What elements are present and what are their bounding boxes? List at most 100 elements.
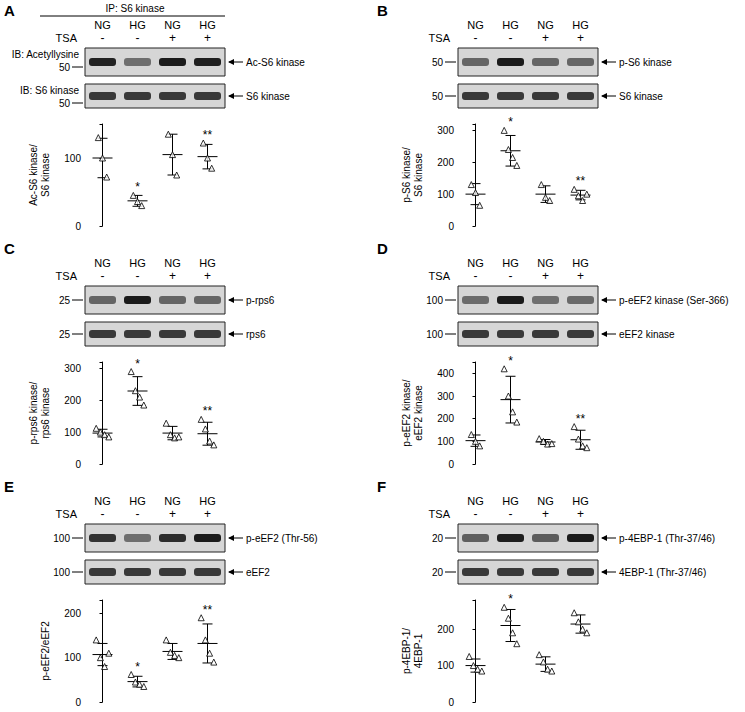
svg-text:100: 100 bbox=[426, 295, 443, 306]
svg-text:HG: HG bbox=[129, 19, 146, 31]
svg-text:+: + bbox=[542, 269, 549, 283]
svg-text:+: + bbox=[169, 269, 176, 283]
svg-text:100: 100 bbox=[53, 533, 70, 544]
svg-text:-: - bbox=[509, 31, 513, 45]
svg-text:NG: NG bbox=[164, 19, 181, 31]
svg-text:NG: NG bbox=[94, 19, 111, 31]
svg-text:+: + bbox=[169, 507, 176, 521]
svg-text:eEF2 kinase: eEF2 kinase bbox=[619, 329, 675, 340]
svg-text:+: + bbox=[577, 269, 584, 283]
svg-text:NG: NG bbox=[94, 495, 111, 507]
svg-text:p-eEF2/eEF2: p-eEF2/eEF2 bbox=[40, 621, 51, 681]
svg-text:-: - bbox=[136, 269, 140, 283]
svg-text:TSA: TSA bbox=[429, 508, 451, 520]
svg-text:TSA: TSA bbox=[56, 270, 78, 282]
svg-text:TSA: TSA bbox=[56, 508, 78, 520]
svg-text:-: - bbox=[101, 507, 105, 521]
svg-text:100: 100 bbox=[426, 329, 443, 340]
svg-text:C: C bbox=[4, 240, 15, 257]
svg-text:-: - bbox=[136, 507, 140, 521]
svg-text:p-rps6: p-rps6 bbox=[246, 295, 275, 306]
svg-text:+: + bbox=[169, 31, 176, 45]
svg-text:100: 100 bbox=[64, 153, 81, 164]
svg-text:p-4EBP-1/: p-4EBP-1/ bbox=[401, 628, 412, 674]
svg-text:0: 0 bbox=[75, 221, 81, 232]
svg-text:-: - bbox=[136, 31, 140, 45]
svg-text:300: 300 bbox=[437, 391, 454, 402]
svg-text:HG: HG bbox=[199, 495, 216, 507]
svg-text:HG: HG bbox=[572, 19, 589, 31]
svg-text:eEF2: eEF2 bbox=[246, 567, 270, 578]
svg-text:300: 300 bbox=[64, 363, 81, 374]
svg-text:IP: S6 kinase: IP: S6 kinase bbox=[106, 3, 165, 14]
svg-text:-: - bbox=[474, 31, 478, 45]
svg-text:Ac-S6 kinase/: Ac-S6 kinase/ bbox=[28, 144, 39, 206]
svg-text:p-rps6 kinase/: p-rps6 kinase/ bbox=[28, 381, 39, 444]
svg-text:A: A bbox=[4, 2, 15, 19]
svg-text:*: * bbox=[508, 592, 513, 606]
svg-text:HG: HG bbox=[572, 257, 589, 269]
svg-text:-: - bbox=[474, 507, 478, 521]
svg-text:+: + bbox=[542, 31, 549, 45]
svg-text:**: ** bbox=[203, 128, 213, 142]
svg-text:S6 kinase: S6 kinase bbox=[246, 91, 290, 102]
svg-text:25: 25 bbox=[59, 295, 71, 306]
svg-text:**: ** bbox=[576, 174, 586, 188]
svg-text:HG: HG bbox=[129, 495, 146, 507]
svg-text:200: 200 bbox=[64, 395, 81, 406]
svg-text:HG: HG bbox=[572, 495, 589, 507]
svg-text:HG: HG bbox=[502, 495, 519, 507]
svg-text:NG: NG bbox=[537, 19, 554, 31]
svg-text:50: 50 bbox=[59, 98, 71, 109]
svg-text:HG: HG bbox=[502, 257, 519, 269]
svg-text:+: + bbox=[204, 507, 211, 521]
svg-text:+: + bbox=[204, 269, 211, 283]
svg-text:50: 50 bbox=[432, 91, 444, 102]
svg-text:NG: NG bbox=[94, 257, 111, 269]
svg-text:eEF2 kinase: eEF2 kinase bbox=[413, 385, 424, 441]
svg-text:S6 kinase: S6 kinase bbox=[40, 153, 51, 197]
svg-text:20: 20 bbox=[432, 533, 444, 544]
svg-text:IB: Acetyllysine: IB: Acetyllysine bbox=[12, 49, 80, 60]
svg-text:TSA: TSA bbox=[429, 32, 451, 44]
svg-text:HG: HG bbox=[199, 257, 216, 269]
svg-text:p-eEF2 kinase/: p-eEF2 kinase/ bbox=[401, 379, 412, 446]
svg-text:Ac-S6 kinase: Ac-S6 kinase bbox=[246, 57, 305, 68]
svg-text:0: 0 bbox=[75, 459, 81, 470]
svg-text:NG: NG bbox=[467, 257, 484, 269]
svg-text:0: 0 bbox=[75, 697, 81, 708]
svg-text:25: 25 bbox=[59, 329, 71, 340]
svg-text:200: 200 bbox=[437, 157, 454, 168]
svg-text:+: + bbox=[577, 507, 584, 521]
svg-text:-: - bbox=[509, 269, 513, 283]
svg-text:NG: NG bbox=[537, 257, 554, 269]
svg-text:20: 20 bbox=[432, 567, 444, 578]
svg-text:100: 100 bbox=[64, 427, 81, 438]
svg-text:B: B bbox=[377, 2, 388, 19]
svg-text:50: 50 bbox=[59, 62, 71, 73]
svg-text:**: ** bbox=[576, 412, 586, 426]
svg-text:NG: NG bbox=[537, 495, 554, 507]
svg-text:S6 kinase: S6 kinase bbox=[413, 153, 424, 197]
svg-text:D: D bbox=[377, 240, 388, 257]
svg-text:+: + bbox=[204, 31, 211, 45]
svg-text:HG: HG bbox=[199, 19, 216, 31]
svg-text:50: 50 bbox=[432, 57, 444, 68]
svg-text:p-S6 kinase: p-S6 kinase bbox=[619, 57, 672, 68]
svg-text:100: 100 bbox=[437, 436, 454, 447]
svg-text:IB: S6 kinase: IB: S6 kinase bbox=[20, 85, 79, 96]
svg-text:100: 100 bbox=[437, 660, 454, 671]
svg-text:p-eEF2 kinase (Ser-366): p-eEF2 kinase (Ser-366) bbox=[619, 295, 729, 306]
svg-text:200: 200 bbox=[437, 413, 454, 424]
svg-text:p-S6 kinase/: p-S6 kinase/ bbox=[401, 147, 412, 203]
svg-text:HG: HG bbox=[502, 19, 519, 31]
svg-text:100: 100 bbox=[64, 652, 81, 663]
svg-text:200: 200 bbox=[437, 624, 454, 635]
svg-text:0: 0 bbox=[448, 459, 454, 470]
svg-text:TSA: TSA bbox=[429, 270, 451, 282]
svg-text:200: 200 bbox=[64, 608, 81, 619]
svg-text:*: * bbox=[508, 115, 513, 129]
svg-text:400: 400 bbox=[437, 368, 454, 379]
svg-text:*: * bbox=[135, 357, 140, 371]
svg-text:p-eEF2 (Thr-56): p-eEF2 (Thr-56) bbox=[246, 533, 318, 544]
